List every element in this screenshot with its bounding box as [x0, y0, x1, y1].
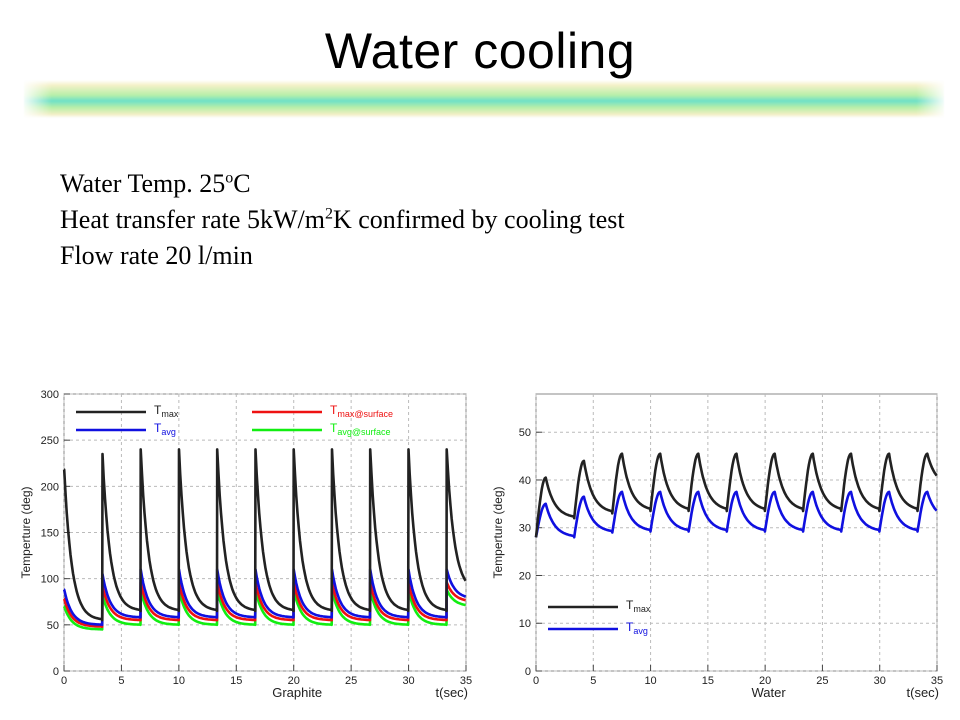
y-tick-label: 250 — [41, 435, 59, 447]
x-tick-label: 0 — [61, 675, 67, 687]
legend-label: Tmax — [154, 403, 179, 419]
x-tick-label: 30 — [402, 675, 414, 687]
x-axis-label: Graphite — [272, 685, 322, 700]
legend-label: Tmax@surface — [330, 403, 393, 419]
water-temp-degree: o — [225, 169, 234, 187]
y-tick-label: 0 — [525, 666, 531, 678]
x-axis-label: Water — [751, 685, 786, 700]
x-axis-unit: t(sec) — [436, 685, 469, 700]
x-tick-label: 25 — [816, 675, 828, 687]
series-line-max — [534, 452, 938, 538]
info-text: Water Temp. 25oC Heat transfer rate 5kW/… — [60, 166, 625, 274]
heat-transfer-suffix: K confirmed by cooling test — [332, 205, 625, 234]
y-axis-label: Temperture (deg) — [19, 486, 33, 578]
page-title: Water cooling — [324, 23, 636, 79]
x-tick-label: 5 — [590, 675, 596, 687]
y-tick-label: 50 — [519, 427, 531, 439]
x-tick-label: 5 — [118, 675, 124, 687]
graphite-chart: 0 5 10 15 20 25 30 35 0 50 100 150 200 250 300 Graphite… — [19, 389, 472, 700]
water-temp-line: Water Temp. 25oC — [60, 166, 625, 202]
y-tick-label: 200 — [41, 481, 59, 493]
legend-label: Tavg — [154, 421, 176, 437]
x-tick-label: 15 — [702, 675, 714, 687]
x-tick-label: 15 — [230, 675, 242, 687]
y-tick-label: 100 — [41, 574, 59, 586]
x-tick-label: 35 — [460, 675, 472, 687]
y-tick-label: 40 — [519, 475, 531, 487]
x-tick-label: 35 — [931, 675, 943, 687]
heat-transfer-exp: 2 — [324, 205, 333, 223]
x-tick-label: 20 — [759, 675, 771, 687]
x-tick-label: 25 — [345, 675, 357, 687]
series-line-max-at-surface — [62, 581, 466, 628]
y-axis-label: Temperture (deg) — [491, 486, 505, 578]
y-tick-label: 50 — [47, 620, 59, 632]
heat-transfer-prefix: Heat transfer rate 5kW/m — [60, 205, 325, 234]
x-tick-label: 20 — [288, 675, 300, 687]
x-tick-label: 10 — [644, 675, 656, 687]
x-tick-label: 10 — [173, 675, 185, 687]
water-temp-unit: C — [233, 169, 251, 198]
water-chart: 0 5 10 15 20 25 30 35 0 10 20 30 40 50 Water t(sec) Temp… — [491, 393, 943, 700]
series-line-avg — [62, 568, 467, 627]
legend-label: Tmax — [626, 598, 651, 614]
heat-transfer-line: Heat transfer rate 5kW/m2K confirmed by … — [60, 202, 625, 238]
x-tick-label: 30 — [874, 675, 886, 687]
y-tick-label: 10 — [519, 618, 531, 630]
series-line-max — [62, 448, 467, 622]
series-line-avg-at-surface — [62, 588, 466, 631]
title-underline-bar — [24, 80, 944, 118]
y-tick-label: 0 — [53, 666, 59, 678]
flow-rate-line: Flow rate 20 l/min — [60, 241, 253, 270]
y-tick-label: 20 — [519, 570, 531, 582]
series-line-avg — [534, 490, 938, 539]
y-tick-label: 30 — [519, 523, 531, 535]
y-tick-label: 150 — [41, 528, 59, 540]
legend-label: Tavg@surface — [330, 421, 391, 437]
legend-label: Tavg — [626, 620, 648, 636]
x-axis-unit: t(sec) — [907, 685, 940, 700]
water-temp-prefix: Water Temp. 25 — [60, 169, 226, 198]
y-tick-label: 300 — [41, 389, 59, 401]
x-tick-label: 0 — [533, 675, 539, 687]
